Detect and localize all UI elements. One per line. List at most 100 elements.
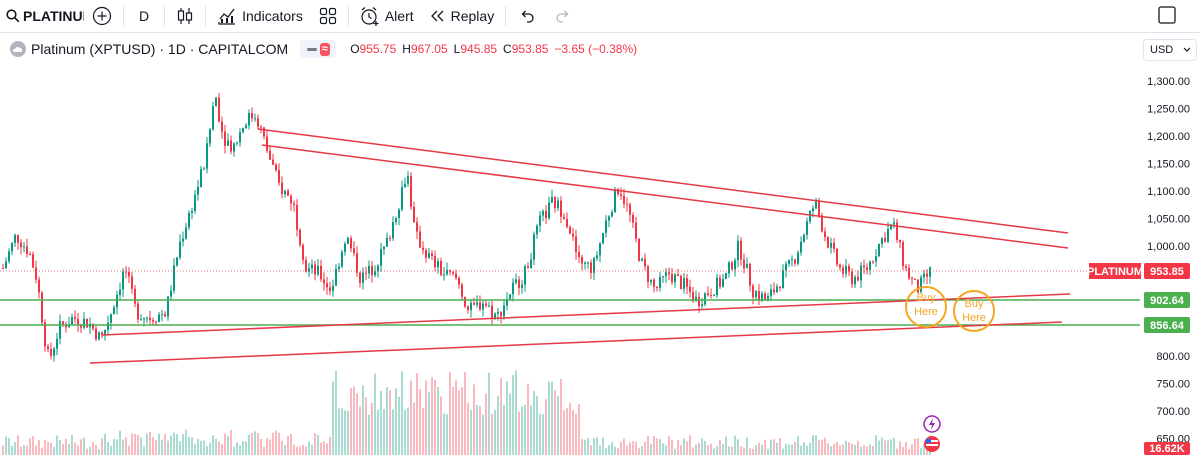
search-icon bbox=[6, 9, 20, 23]
candle-body bbox=[194, 194, 196, 211]
volume-bar bbox=[416, 373, 418, 455]
candle-body bbox=[104, 329, 106, 335]
lightning-event-icon[interactable] bbox=[923, 415, 941, 433]
redo-button[interactable] bbox=[545, 0, 581, 33]
candle-body bbox=[77, 318, 79, 325]
candle-body bbox=[242, 128, 244, 133]
candle-body bbox=[707, 293, 709, 296]
price-axis[interactable]: 1,300.00 1,250.00 1,200.00 1,150.00 1,100.00… bbox=[1142, 33, 1200, 455]
volume-bar bbox=[467, 402, 469, 455]
volume-bar bbox=[875, 435, 877, 455]
candle-body bbox=[227, 140, 229, 146]
candle-body bbox=[758, 291, 760, 300]
candle-body bbox=[29, 254, 31, 256]
candle-body bbox=[179, 241, 181, 258]
volume-bar bbox=[827, 443, 829, 455]
volume-bar bbox=[104, 433, 106, 455]
buy-here-marker-2[interactable]: Buy Here bbox=[953, 290, 995, 332]
volume-bar bbox=[377, 409, 379, 455]
candle-body bbox=[173, 265, 175, 291]
candle-body bbox=[404, 183, 406, 188]
candle-body bbox=[35, 267, 37, 280]
candle-body bbox=[755, 291, 757, 298]
symbol-search-button[interactable]: PLATINUM bbox=[0, 0, 84, 33]
lower-trendline-1[interactable] bbox=[101, 293, 1071, 336]
price-axis-tick: 1,150.00 bbox=[1147, 159, 1190, 171]
upper-trendline-2[interactable] bbox=[261, 144, 1069, 249]
candle-body bbox=[269, 150, 271, 160]
legend-toggle[interactable]: ≈ bbox=[300, 40, 337, 58]
volume-bar bbox=[302, 444, 304, 455]
volume-bar bbox=[245, 441, 247, 455]
volume-bar bbox=[818, 440, 820, 455]
volume-bar bbox=[488, 372, 490, 455]
toolbar-divider bbox=[123, 6, 124, 26]
volume-bar bbox=[755, 445, 757, 455]
candle-body bbox=[236, 142, 238, 144]
candle-body bbox=[158, 314, 160, 323]
candle-body bbox=[536, 225, 538, 235]
volume-bar bbox=[212, 435, 214, 455]
candle-body bbox=[14, 234, 16, 243]
undo-button[interactable] bbox=[509, 0, 545, 33]
volume-bar bbox=[101, 438, 103, 455]
chart-type-button[interactable] bbox=[168, 0, 202, 33]
volume-bar bbox=[359, 406, 361, 455]
candle-body bbox=[398, 209, 400, 219]
volume-bar bbox=[545, 399, 547, 455]
volume-bar bbox=[116, 439, 118, 455]
candle-body bbox=[689, 286, 691, 292]
volume-bar bbox=[134, 434, 136, 455]
compare-symbol-button[interactable] bbox=[84, 0, 120, 33]
volume-bar bbox=[599, 445, 601, 455]
candle-body bbox=[425, 250, 427, 258]
replay-button[interactable]: Replay bbox=[422, 0, 503, 33]
volume-bar bbox=[842, 444, 844, 455]
candle-body bbox=[668, 272, 670, 275]
candle-body bbox=[734, 260, 736, 270]
volume-bar bbox=[803, 442, 805, 455]
candle-body bbox=[806, 221, 808, 235]
volume-bar bbox=[638, 448, 640, 455]
candle-body bbox=[884, 237, 886, 242]
candle-body bbox=[380, 249, 382, 266]
candle-body bbox=[389, 237, 391, 239]
legend-title[interactable]: Platinum (XPTUSD) · 1D · CAPITALCOM bbox=[31, 41, 289, 57]
candle-body bbox=[587, 262, 589, 264]
fullscreen-button[interactable] bbox=[1158, 6, 1176, 29]
candle-body bbox=[800, 241, 802, 253]
candle-body bbox=[101, 332, 103, 335]
indicators-button[interactable]: Indicators bbox=[209, 0, 311, 33]
volume-bar bbox=[920, 448, 922, 455]
volume-bar bbox=[20, 446, 22, 455]
candle-body bbox=[698, 296, 700, 307]
candle-body bbox=[662, 276, 664, 278]
chart-legend: Platinum (XPTUSD) · 1D · CAPITALCOM ≈ O9… bbox=[10, 39, 637, 59]
candle-body bbox=[44, 322, 46, 347]
candle-body bbox=[479, 302, 481, 310]
alert-button[interactable]: Alert bbox=[352, 0, 422, 33]
volume-bar bbox=[227, 435, 229, 455]
candle-body bbox=[239, 132, 241, 143]
buy-here-marker-1[interactable]: Buy Here bbox=[905, 286, 947, 328]
volume-bar bbox=[308, 441, 310, 455]
volume-bar bbox=[23, 445, 25, 455]
volume-bar bbox=[41, 447, 43, 455]
open-key: O bbox=[350, 42, 360, 56]
interval-button[interactable]: D bbox=[127, 0, 161, 33]
volume-bar bbox=[737, 439, 739, 455]
candle-body bbox=[830, 242, 832, 248]
lower-trendline-2[interactable] bbox=[89, 321, 1063, 364]
candle-body bbox=[638, 238, 640, 261]
volume-bar bbox=[473, 384, 475, 455]
volume-bar bbox=[653, 436, 655, 455]
volume-bar bbox=[614, 446, 616, 455]
upper-trendline-1[interactable] bbox=[257, 128, 1069, 234]
us-flag-event-icon[interactable] bbox=[924, 436, 940, 452]
templates-button[interactable] bbox=[311, 0, 345, 33]
candle-body bbox=[149, 317, 151, 321]
candle-body bbox=[218, 97, 220, 122]
currency-select[interactable]: USD bbox=[1143, 39, 1197, 61]
candle-body bbox=[773, 289, 775, 293]
